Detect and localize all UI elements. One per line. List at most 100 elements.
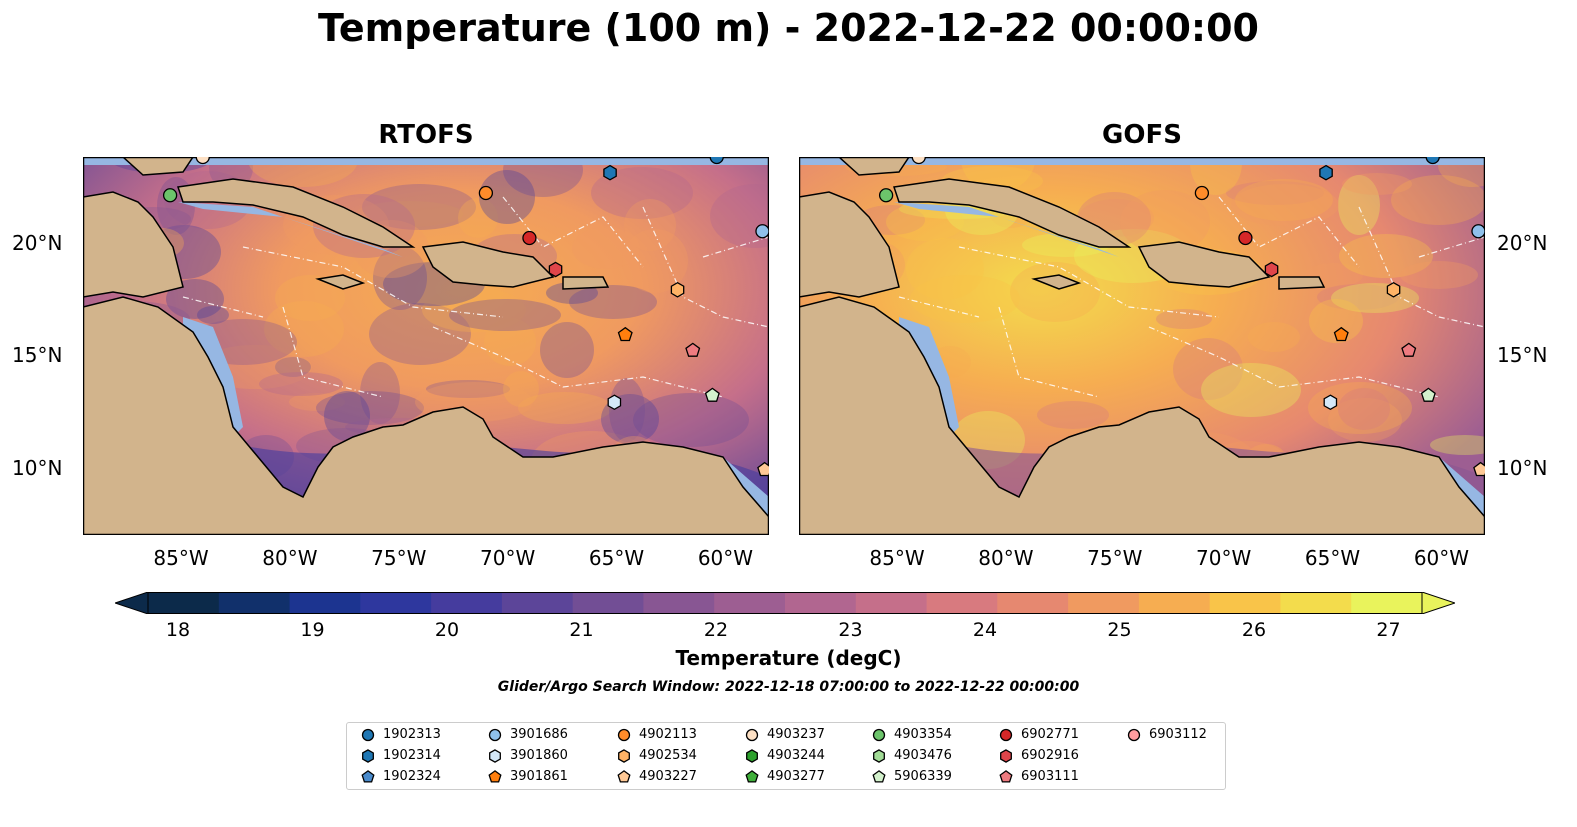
shallow-shelf (1359, 457, 1485, 527)
legend-marker (999, 769, 1013, 783)
legend-item-label: 4902113 (639, 727, 697, 742)
float-marker-4902113 (1194, 185, 1210, 201)
legend-marker-pentagon-icon (745, 769, 759, 783)
legend-marker-pentagon-icon (872, 769, 886, 783)
legend-item-4903227: 4903227 (617, 769, 697, 785)
float-marker-1902314 (1319, 164, 1333, 181)
lon-tick-label: 85°W (869, 546, 925, 570)
legend-item-3901861: 3901861 (488, 769, 568, 785)
eez-boundaries (898, 196, 1485, 398)
colorbar-max-extend (1421, 592, 1455, 614)
legend-marker-circle-icon (617, 728, 631, 741)
legend-marker-hexagon-icon (618, 748, 630, 763)
float-marker-6903111 (685, 342, 701, 357)
colorbar-segment (572, 592, 644, 614)
map-frame (799, 157, 1485, 535)
legend-item-label: 6903112 (1149, 727, 1207, 742)
float-marker-4902534 (1386, 281, 1401, 298)
legend-item-4903244: 4903244 (745, 748, 825, 764)
lon-tick-label: 85°W (153, 546, 209, 570)
lon-tick-label: 80°W (262, 546, 318, 570)
legend-marker-circle-icon (488, 728, 502, 741)
legend-marker-hexagon-icon (1000, 748, 1012, 763)
shallow-shelf (894, 202, 1119, 257)
float-marker-1902313 (709, 157, 724, 165)
float-marker-1902314 (603, 164, 617, 181)
float-marker-4903227 (1473, 461, 1485, 477)
legend-marker-pentagon-icon (617, 769, 631, 783)
legend-marker (746, 748, 758, 763)
legend-item-label: 4903277 (767, 769, 825, 784)
legend-item-label: 4903227 (639, 769, 697, 784)
float-marker-3901861 (617, 326, 633, 342)
land-mass (83, 296, 769, 535)
lat-tick-label-left: 10°N (12, 455, 63, 480)
shallow-shelf (83, 157, 769, 165)
lon-tick-label: 60°W (1413, 546, 1470, 570)
float-marker-4903237 (911, 157, 926, 165)
legend-marker (745, 769, 759, 783)
land-mass (177, 178, 416, 248)
panel-title-rtofs: RTOFS (378, 120, 474, 150)
lat-tick-label-right: 10°N (1497, 455, 1548, 480)
legend-marker-circle-icon (872, 728, 886, 741)
legend-item-3901860: 3901860 (488, 748, 568, 764)
lon-tick-label: 75°W (371, 546, 427, 570)
land-mass (562, 276, 610, 290)
lat-tick-label-right: 15°N (1497, 343, 1548, 367)
colorbar-segment (148, 592, 220, 614)
legend-marker-circle-icon (361, 728, 375, 741)
colorbar-segment (997, 592, 1069, 614)
colorbar-tick-label: 27 (1376, 619, 1401, 641)
float-marker-6902771 (522, 230, 537, 246)
legend-marker (488, 769, 502, 783)
lat-tick-label-right: 20°N (1497, 230, 1548, 255)
map-panel-gofs[interactable] (799, 157, 1485, 535)
land-mass (421, 241, 555, 288)
lon-tick-label: 65°W (1304, 546, 1361, 570)
colorbar-tick-label: 21 (569, 619, 594, 641)
float-marker-6902916 (1264, 261, 1279, 278)
legend-item-4903476: 4903476 (872, 748, 952, 764)
legend-item-label: 4903237 (767, 727, 825, 742)
legend-item-label: 1902314 (383, 748, 441, 763)
legend-item-6902771: 6902771 (999, 727, 1079, 743)
legend-item-6903111: 6903111 (999, 769, 1079, 785)
colorbar-tick-label: 25 (1107, 619, 1132, 641)
map-panel-rtofs[interactable] (83, 157, 769, 535)
colorbar-segment (289, 592, 361, 614)
float-marker-3901860 (1323, 394, 1338, 411)
lat-tick-label-left: 20°N (12, 230, 63, 255)
lon-tick-label: 75°W (1087, 546, 1143, 570)
legend-item-label: 3901860 (510, 748, 568, 763)
legend-item-6902916: 6902916 (999, 748, 1079, 764)
colorbar-tick-label: 22 (703, 619, 729, 641)
legend-item-1902314: 1902314 (361, 748, 441, 764)
float-marker-4903237 (195, 157, 210, 165)
colorbar-tick-label: 18 (165, 619, 191, 641)
float-marker-4903354 (878, 188, 894, 203)
float-marker-3901686 (1471, 224, 1485, 239)
shallow-shelf (178, 202, 403, 257)
legend-marker-pentagon-icon (999, 769, 1013, 783)
legend-marker (873, 748, 885, 763)
legend-item-4903354: 4903354 (872, 727, 952, 743)
legend-marker (361, 728, 375, 741)
colorbar-segment (1138, 592, 1211, 614)
legend-item-4902113: 4902113 (617, 727, 697, 743)
legend-item-3901686: 3901686 (488, 727, 568, 743)
colorbar (115, 592, 1455, 614)
land-mass (83, 191, 184, 298)
legend-marker-hexagon-icon (362, 748, 374, 763)
colorbar-segment (1209, 592, 1281, 614)
legend-item-label: 1902324 (383, 769, 441, 784)
legend-marker (872, 769, 886, 783)
float-marker-5906339 (1420, 387, 1436, 402)
colorbar-tick-label: 19 (300, 619, 325, 641)
float-marker-1902313 (1425, 157, 1440, 165)
colorbar-segment (501, 592, 574, 614)
legend-item-label: 5906339 (894, 769, 952, 784)
legend-marker-pentagon-icon (488, 769, 502, 783)
legend-marker (745, 728, 759, 741)
legend-marker (361, 769, 375, 783)
